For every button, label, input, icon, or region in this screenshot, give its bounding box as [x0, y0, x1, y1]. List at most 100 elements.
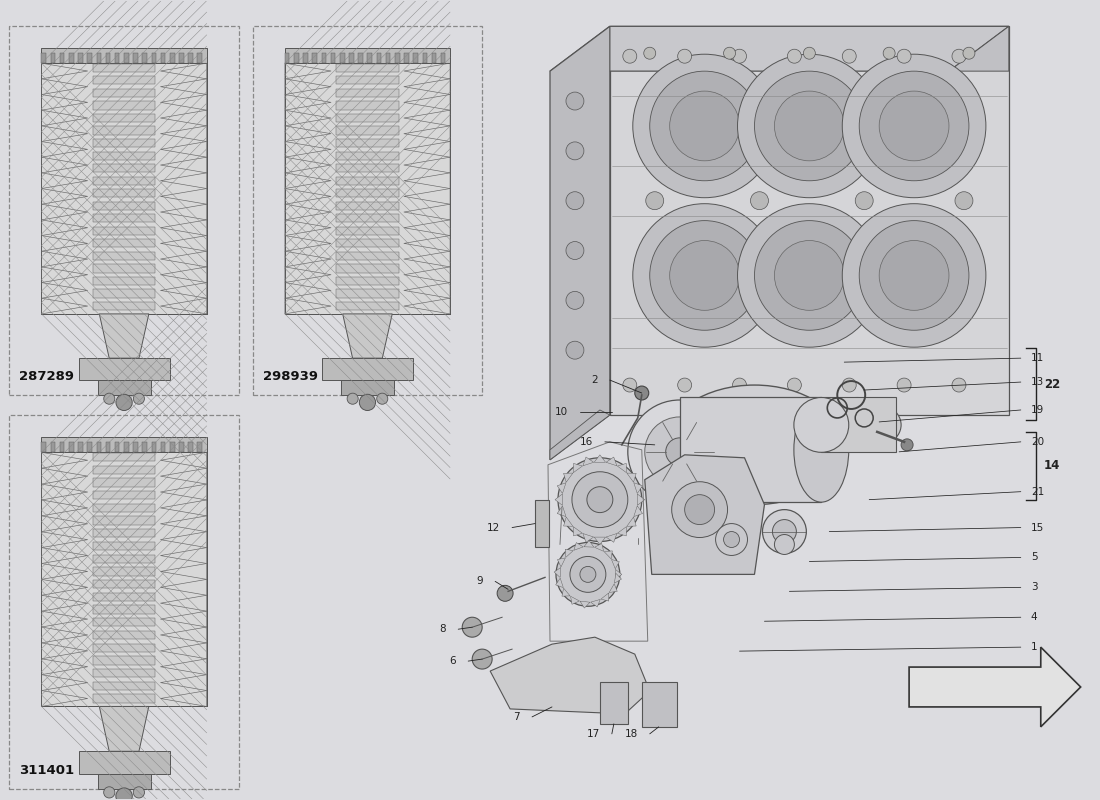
Circle shape	[678, 50, 692, 63]
Bar	[92, 542, 155, 550]
Bar	[152, 53, 156, 63]
Circle shape	[952, 50, 966, 63]
Circle shape	[646, 192, 663, 210]
Ellipse shape	[794, 398, 849, 502]
Bar	[92, 252, 155, 260]
Bar	[285, 63, 450, 314]
Bar	[92, 669, 155, 678]
Bar	[114, 53, 120, 63]
Circle shape	[670, 91, 739, 161]
Polygon shape	[556, 578, 563, 588]
Bar	[142, 53, 147, 63]
Bar	[359, 53, 363, 63]
Bar	[79, 751, 169, 774]
Circle shape	[774, 241, 845, 310]
Circle shape	[587, 486, 613, 513]
Bar	[386, 53, 390, 63]
Bar	[337, 139, 399, 147]
Bar	[79, 358, 169, 380]
Bar	[331, 53, 335, 63]
Bar	[337, 76, 399, 85]
Ellipse shape	[794, 398, 849, 452]
Polygon shape	[627, 517, 636, 526]
Polygon shape	[491, 637, 650, 714]
Ellipse shape	[810, 399, 865, 437]
Bar	[92, 76, 155, 85]
Bar	[179, 53, 184, 63]
Circle shape	[472, 649, 492, 669]
Circle shape	[570, 557, 606, 592]
Bar	[98, 774, 151, 789]
Circle shape	[116, 394, 132, 410]
Polygon shape	[573, 526, 582, 536]
Bar	[92, 226, 155, 235]
Circle shape	[843, 54, 986, 198]
Bar	[822, 397, 896, 452]
Circle shape	[755, 221, 865, 330]
Bar	[92, 202, 155, 210]
Polygon shape	[612, 559, 619, 569]
Bar	[42, 53, 46, 63]
Bar	[92, 504, 155, 512]
Bar	[92, 102, 155, 110]
Bar	[92, 529, 155, 538]
Polygon shape	[591, 599, 601, 607]
Circle shape	[859, 71, 969, 181]
Polygon shape	[550, 26, 1009, 71]
Bar	[124, 53, 129, 63]
Ellipse shape	[664, 385, 845, 505]
Circle shape	[572, 472, 628, 527]
Bar	[42, 48, 207, 63]
Bar	[92, 580, 155, 588]
Circle shape	[376, 393, 388, 404]
Circle shape	[901, 439, 913, 451]
Circle shape	[462, 618, 482, 637]
Circle shape	[632, 204, 777, 347]
Circle shape	[566, 291, 584, 310]
Bar	[92, 302, 155, 310]
Bar	[42, 452, 207, 706]
Bar	[422, 53, 427, 63]
Bar	[59, 53, 65, 63]
Text: 4: 4	[1031, 612, 1037, 622]
Bar	[92, 656, 155, 665]
Bar	[304, 53, 308, 63]
Bar	[641, 682, 676, 727]
Bar	[152, 442, 156, 452]
Circle shape	[628, 400, 732, 504]
Bar	[198, 53, 202, 63]
Bar	[87, 53, 92, 63]
Bar	[97, 442, 101, 452]
Polygon shape	[634, 482, 642, 494]
Bar	[337, 89, 399, 97]
Bar	[78, 53, 82, 63]
Polygon shape	[617, 463, 627, 473]
Bar	[395, 53, 399, 63]
Polygon shape	[562, 588, 570, 596]
Bar	[321, 53, 327, 63]
Bar	[92, 114, 155, 122]
Bar	[92, 177, 155, 185]
Bar	[253, 26, 482, 395]
Polygon shape	[909, 647, 1080, 727]
Polygon shape	[558, 482, 566, 494]
Circle shape	[623, 378, 637, 392]
Circle shape	[774, 534, 794, 554]
Text: 5: 5	[1031, 553, 1037, 562]
Polygon shape	[99, 314, 148, 358]
Polygon shape	[594, 537, 605, 545]
Circle shape	[898, 50, 911, 63]
Circle shape	[497, 586, 513, 602]
Bar	[600, 682, 628, 724]
Circle shape	[962, 47, 975, 59]
Circle shape	[666, 438, 694, 466]
Bar	[188, 53, 192, 63]
Bar	[179, 442, 184, 452]
Bar	[337, 114, 399, 122]
Bar	[337, 239, 399, 247]
Bar	[87, 442, 92, 452]
Circle shape	[133, 786, 144, 798]
Bar	[337, 226, 399, 235]
Text: 17: 17	[586, 729, 600, 739]
Circle shape	[733, 50, 747, 63]
